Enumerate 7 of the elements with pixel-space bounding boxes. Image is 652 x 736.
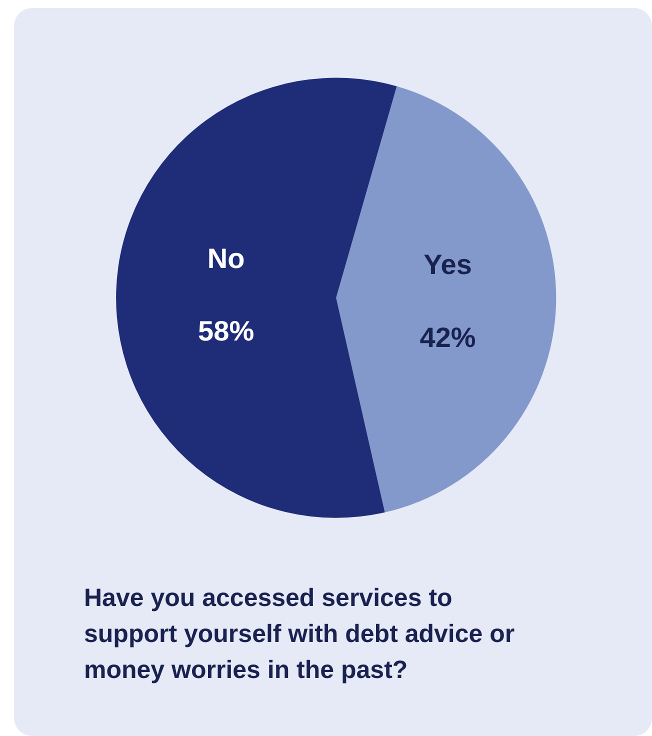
pie-slice [336,86,556,512]
data-label: 58% [198,316,254,347]
data-label: 42% [420,322,476,353]
slice-label: Yes [424,249,472,280]
text: Have you accessed services to support yourself with debt advice or money worries in the past? [84,583,516,686]
pie-slice [116,78,397,518]
slice-label: No [207,242,245,274]
